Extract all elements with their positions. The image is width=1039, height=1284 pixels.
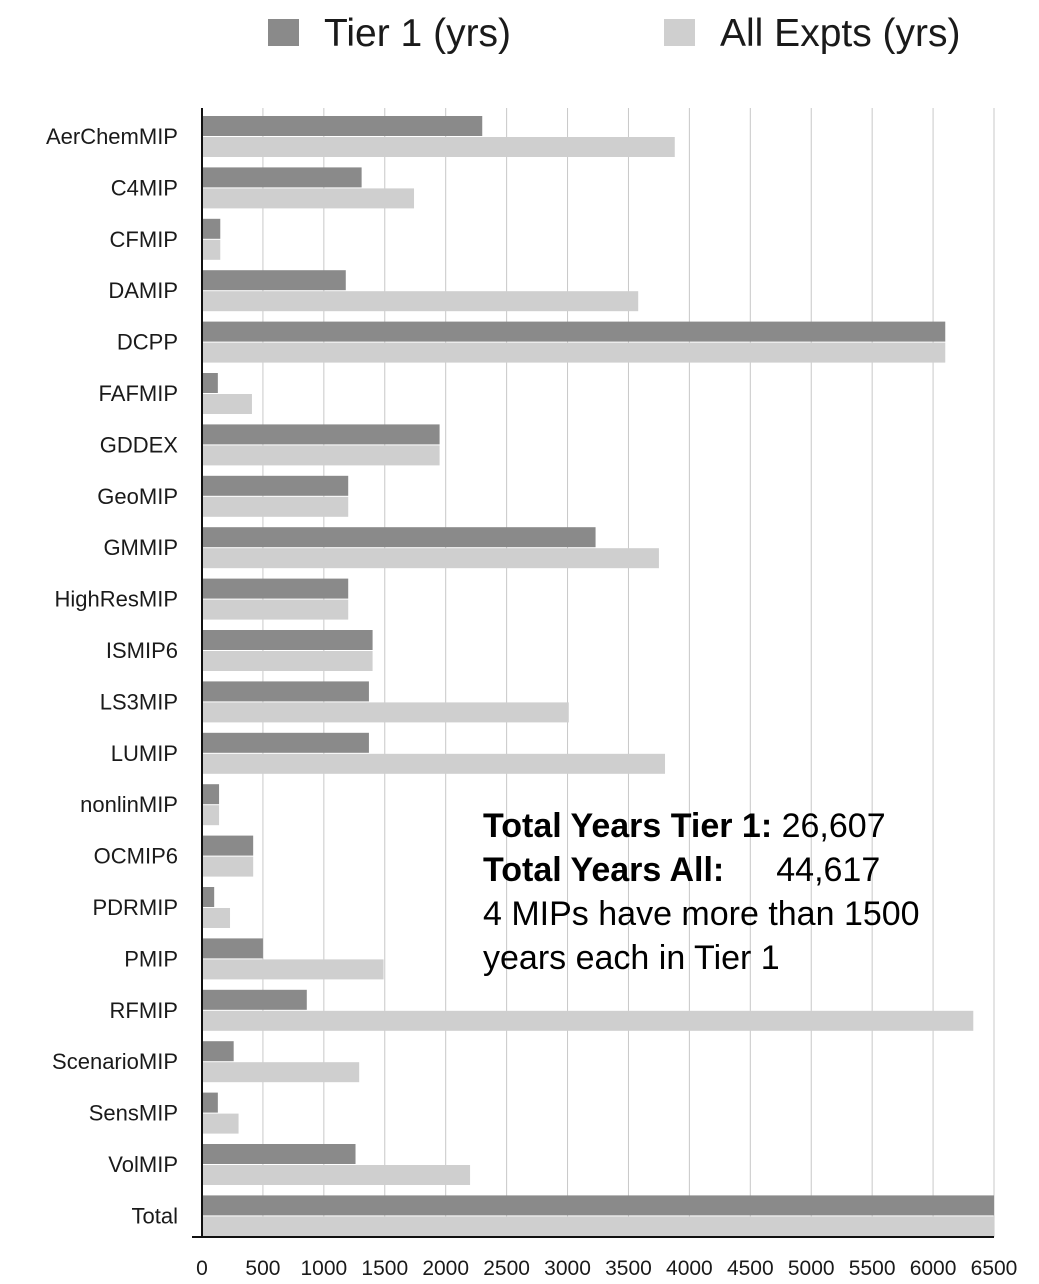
- bar-all-expts: [202, 496, 349, 517]
- bar-all-expts: [202, 805, 220, 826]
- bar-tier1: [202, 1092, 218, 1113]
- category-label: SensMIP: [89, 1101, 178, 1126]
- bar-all-expts: [202, 908, 231, 928]
- bar-all-expts: [202, 188, 415, 209]
- bar-all-expts: [202, 959, 384, 980]
- bar-tier1: [202, 630, 373, 650]
- bar-tier1: [202, 938, 263, 959]
- bar-all-expts: [202, 394, 252, 414]
- x-tick-label: 6000: [910, 1257, 957, 1280]
- x-tick-label: 6500: [971, 1257, 1018, 1280]
- category-label: LUMIP: [111, 741, 178, 766]
- bar-tier1: [202, 270, 346, 291]
- bar-all-expts: [202, 291, 639, 312]
- legend-swatch: [268, 19, 299, 46]
- bar-tier1: [202, 1195, 994, 1216]
- x-tick-label: 3000: [544, 1257, 591, 1280]
- total-all-value: 44,617: [776, 851, 881, 889]
- bar-all-expts: [202, 753, 666, 774]
- bar-tier1: [202, 732, 369, 753]
- category-label: RFMIP: [110, 998, 178, 1023]
- total-all-row: Total Years All: 44,617: [483, 848, 1023, 892]
- total-tier1-value: 26,607: [781, 807, 886, 845]
- bar-tier1: [202, 475, 349, 496]
- bar-tier1: [202, 116, 483, 136]
- category-label: AerChemMIP: [46, 124, 178, 149]
- bar-tier1: [202, 527, 596, 548]
- category-label: PMIP: [124, 946, 178, 971]
- category-label: LS3MIP: [100, 689, 178, 714]
- note-line-2: years each in Tier 1: [483, 939, 780, 977]
- x-tick-label: 500: [245, 1257, 280, 1280]
- bar-tier1: [202, 321, 946, 342]
- bar-all-expts: [202, 599, 349, 620]
- bar-all-expts: [202, 1113, 239, 1134]
- bar-all-expts: [202, 1062, 360, 1083]
- category-label: C4MIP: [111, 175, 178, 200]
- x-tick-label: 5500: [849, 1257, 896, 1280]
- x-tick-label: 1000: [300, 1257, 347, 1280]
- bar-tier1: [202, 1041, 234, 1062]
- bar-tier1: [202, 681, 369, 702]
- legend-label: Tier 1 (yrs): [324, 12, 511, 55]
- total-tier1-row: Total Years Tier 1: 26,607: [483, 804, 1023, 848]
- legend-swatch: [664, 19, 695, 46]
- bar-all-expts: [202, 1165, 471, 1185]
- bar-all-expts: [202, 445, 440, 466]
- bar-all-expts: [202, 342, 946, 363]
- bar-tier1: [202, 1144, 356, 1164]
- x-tick-label: 1500: [361, 1257, 408, 1280]
- category-label: DAMIP: [108, 278, 178, 303]
- category-label: DCPP: [117, 330, 178, 355]
- bar-tier1: [202, 167, 362, 188]
- total-tier1-label: Total Years Tier 1:: [483, 807, 773, 845]
- bar-tier1: [202, 835, 254, 856]
- category-label: GDDEX: [100, 432, 179, 457]
- legend-label: All Expts (yrs): [720, 12, 961, 55]
- x-tick-label: 5000: [788, 1257, 835, 1280]
- bar-tier1: [202, 887, 215, 907]
- bar-all-expts: [202, 1010, 974, 1031]
- category-label: Total: [132, 1203, 178, 1228]
- category-label: GeoMIP: [97, 484, 178, 509]
- bar-all-expts: [202, 856, 254, 877]
- category-label: OCMIP6: [94, 844, 178, 869]
- bar-all-expts: [202, 137, 675, 157]
- bar-tier1: [202, 218, 221, 239]
- note-line-1: 4 MIPs have more than 1500: [483, 895, 920, 933]
- category-label: GMMIP: [103, 535, 178, 560]
- bar-tier1: [202, 989, 307, 1010]
- x-tick-label: 4500: [727, 1257, 774, 1280]
- bar-tier1: [202, 578, 349, 599]
- category-label: ScenarioMIP: [52, 1049, 178, 1074]
- totals-annotation: Total Years Tier 1: 26,607 Total Years A…: [483, 804, 1023, 980]
- category-label: FAFMIP: [99, 381, 178, 406]
- bar-tier1: [202, 424, 440, 445]
- x-tick-label: 2000: [422, 1257, 469, 1280]
- x-tick-label: 2500: [483, 1257, 530, 1280]
- bar-all-expts: [202, 1216, 994, 1237]
- category-label: nonlinMIP: [80, 792, 178, 817]
- category-label: PDRMIP: [92, 895, 178, 920]
- category-label: HighResMIP: [55, 587, 178, 612]
- category-label: VolMIP: [108, 1152, 178, 1177]
- x-tick-label: 3500: [605, 1257, 652, 1280]
- total-all-label: Total Years All:: [483, 851, 725, 889]
- x-tick-label: 4000: [666, 1257, 713, 1280]
- bar-all-expts: [202, 548, 659, 569]
- x-tick-label: 0: [196, 1257, 208, 1280]
- bar-all-expts: [202, 239, 221, 260]
- bar-tier1: [202, 784, 220, 805]
- bar-tier1: [202, 373, 218, 393]
- category-label: ISMIP6: [106, 638, 178, 663]
- bar-all-expts: [202, 702, 569, 723]
- category-label: CFMIP: [110, 227, 178, 252]
- bar-all-expts: [202, 651, 373, 671]
